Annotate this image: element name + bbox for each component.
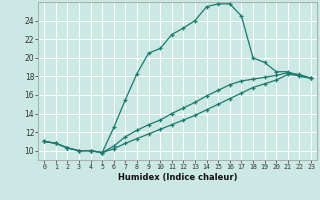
X-axis label: Humidex (Indice chaleur): Humidex (Indice chaleur) bbox=[118, 173, 237, 182]
